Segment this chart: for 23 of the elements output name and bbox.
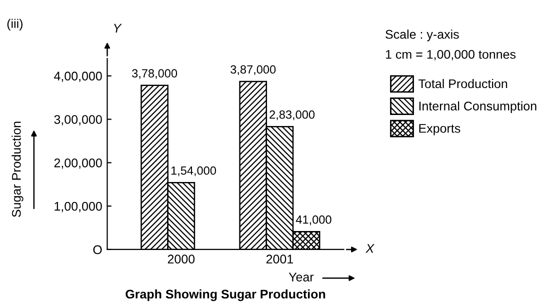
text: Y — [114, 24, 122, 32]
data-label: 3,87,000 — [230, 65, 276, 76]
y-tick-label: 4,00,000 — [54, 72, 102, 82]
data-label: 41,000 — [296, 215, 332, 226]
text: Scale : y-axis — [386, 30, 459, 42]
legend-label: Exports — [419, 124, 460, 136]
y-tick-label: O — [93, 245, 102, 254]
x-axis-title: Year — [288, 272, 314, 282]
y-axis-title: Sugar Production — [12, 122, 24, 217]
x-tick-label: 2000 — [168, 254, 195, 264]
y-tick-label: 3,00,000 — [54, 115, 102, 126]
data-label: 3,78,000 — [132, 69, 178, 79]
y-tick-label: 2,00,000 — [54, 158, 102, 169]
y-tick-label: 1,00,000 — [54, 202, 102, 212]
x-tick-label: 2001 — [266, 254, 293, 264]
text: 1 cm = 1,00,000 tonnes — [386, 50, 516, 60]
legend-label: Total Production — [418, 78, 508, 88]
text: X — [366, 244, 374, 253]
text: Graph Showing Sugar Production — [126, 289, 326, 302]
text: (iii) — [7, 18, 22, 30]
legend-label: Internal Consumption — [419, 101, 536, 113]
data-label: 2,83,000 — [270, 110, 315, 120]
data-label: 1,54,000 — [171, 166, 216, 176]
